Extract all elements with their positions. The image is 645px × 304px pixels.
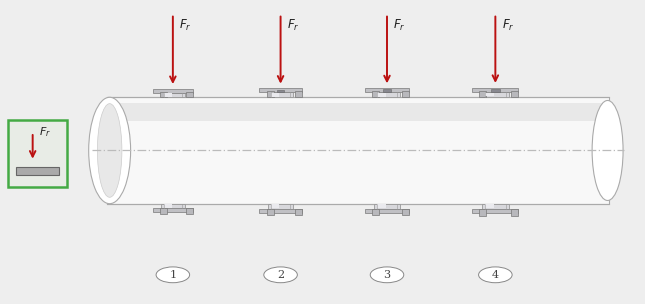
Bar bbox=[374, 204, 400, 209]
Circle shape bbox=[370, 267, 404, 283]
Bar bbox=[482, 204, 509, 209]
Text: 1: 1 bbox=[169, 270, 177, 280]
Bar bbox=[107, 97, 609, 204]
Bar bbox=[295, 209, 302, 215]
Bar bbox=[271, 204, 279, 208]
Bar bbox=[164, 93, 172, 97]
Bar bbox=[186, 208, 193, 214]
Text: 4: 4 bbox=[491, 270, 499, 280]
Bar bbox=[372, 209, 379, 215]
Bar bbox=[511, 91, 519, 97]
Bar bbox=[277, 90, 284, 92]
Bar bbox=[402, 91, 409, 97]
Bar bbox=[266, 91, 273, 97]
Bar bbox=[271, 93, 279, 97]
Text: $F_r$: $F_r$ bbox=[393, 18, 406, 33]
Bar bbox=[259, 88, 302, 92]
Ellipse shape bbox=[592, 100, 623, 201]
Bar bbox=[472, 209, 519, 213]
Bar bbox=[268, 92, 293, 97]
Bar bbox=[377, 93, 386, 96]
Circle shape bbox=[264, 267, 297, 283]
Bar bbox=[153, 208, 193, 212]
Text: 3: 3 bbox=[383, 270, 391, 280]
Text: 2: 2 bbox=[277, 270, 284, 280]
Bar bbox=[377, 205, 386, 208]
Bar bbox=[402, 209, 409, 215]
Ellipse shape bbox=[88, 97, 130, 204]
Bar bbox=[484, 93, 494, 96]
Bar bbox=[479, 91, 486, 97]
Text: $F_r$: $F_r$ bbox=[179, 18, 192, 33]
Bar bbox=[186, 92, 193, 97]
Bar bbox=[153, 89, 193, 93]
Bar bbox=[365, 88, 409, 92]
Bar bbox=[266, 209, 273, 215]
Circle shape bbox=[156, 267, 190, 283]
Bar bbox=[161, 204, 184, 208]
Bar bbox=[511, 209, 519, 216]
Text: $F_r$: $F_r$ bbox=[502, 18, 514, 33]
Text: $F_r$: $F_r$ bbox=[39, 125, 50, 139]
Bar bbox=[383, 89, 391, 92]
Bar bbox=[160, 92, 167, 97]
Text: $F_r$: $F_r$ bbox=[287, 18, 299, 33]
Bar bbox=[491, 89, 499, 92]
Bar bbox=[472, 88, 519, 92]
Bar bbox=[8, 120, 67, 187]
Bar bbox=[372, 91, 379, 97]
Circle shape bbox=[479, 267, 512, 283]
Bar bbox=[365, 209, 409, 213]
Bar bbox=[161, 93, 184, 97]
Bar bbox=[268, 204, 293, 209]
Bar bbox=[484, 205, 494, 208]
Ellipse shape bbox=[97, 104, 122, 197]
Bar bbox=[482, 92, 509, 97]
Bar bbox=[479, 209, 486, 216]
Bar bbox=[259, 209, 302, 212]
Bar bbox=[107, 102, 609, 121]
Bar bbox=[160, 208, 167, 214]
Bar bbox=[295, 91, 302, 97]
Bar bbox=[164, 204, 172, 208]
Bar bbox=[374, 92, 400, 97]
Bar bbox=[16, 167, 59, 175]
